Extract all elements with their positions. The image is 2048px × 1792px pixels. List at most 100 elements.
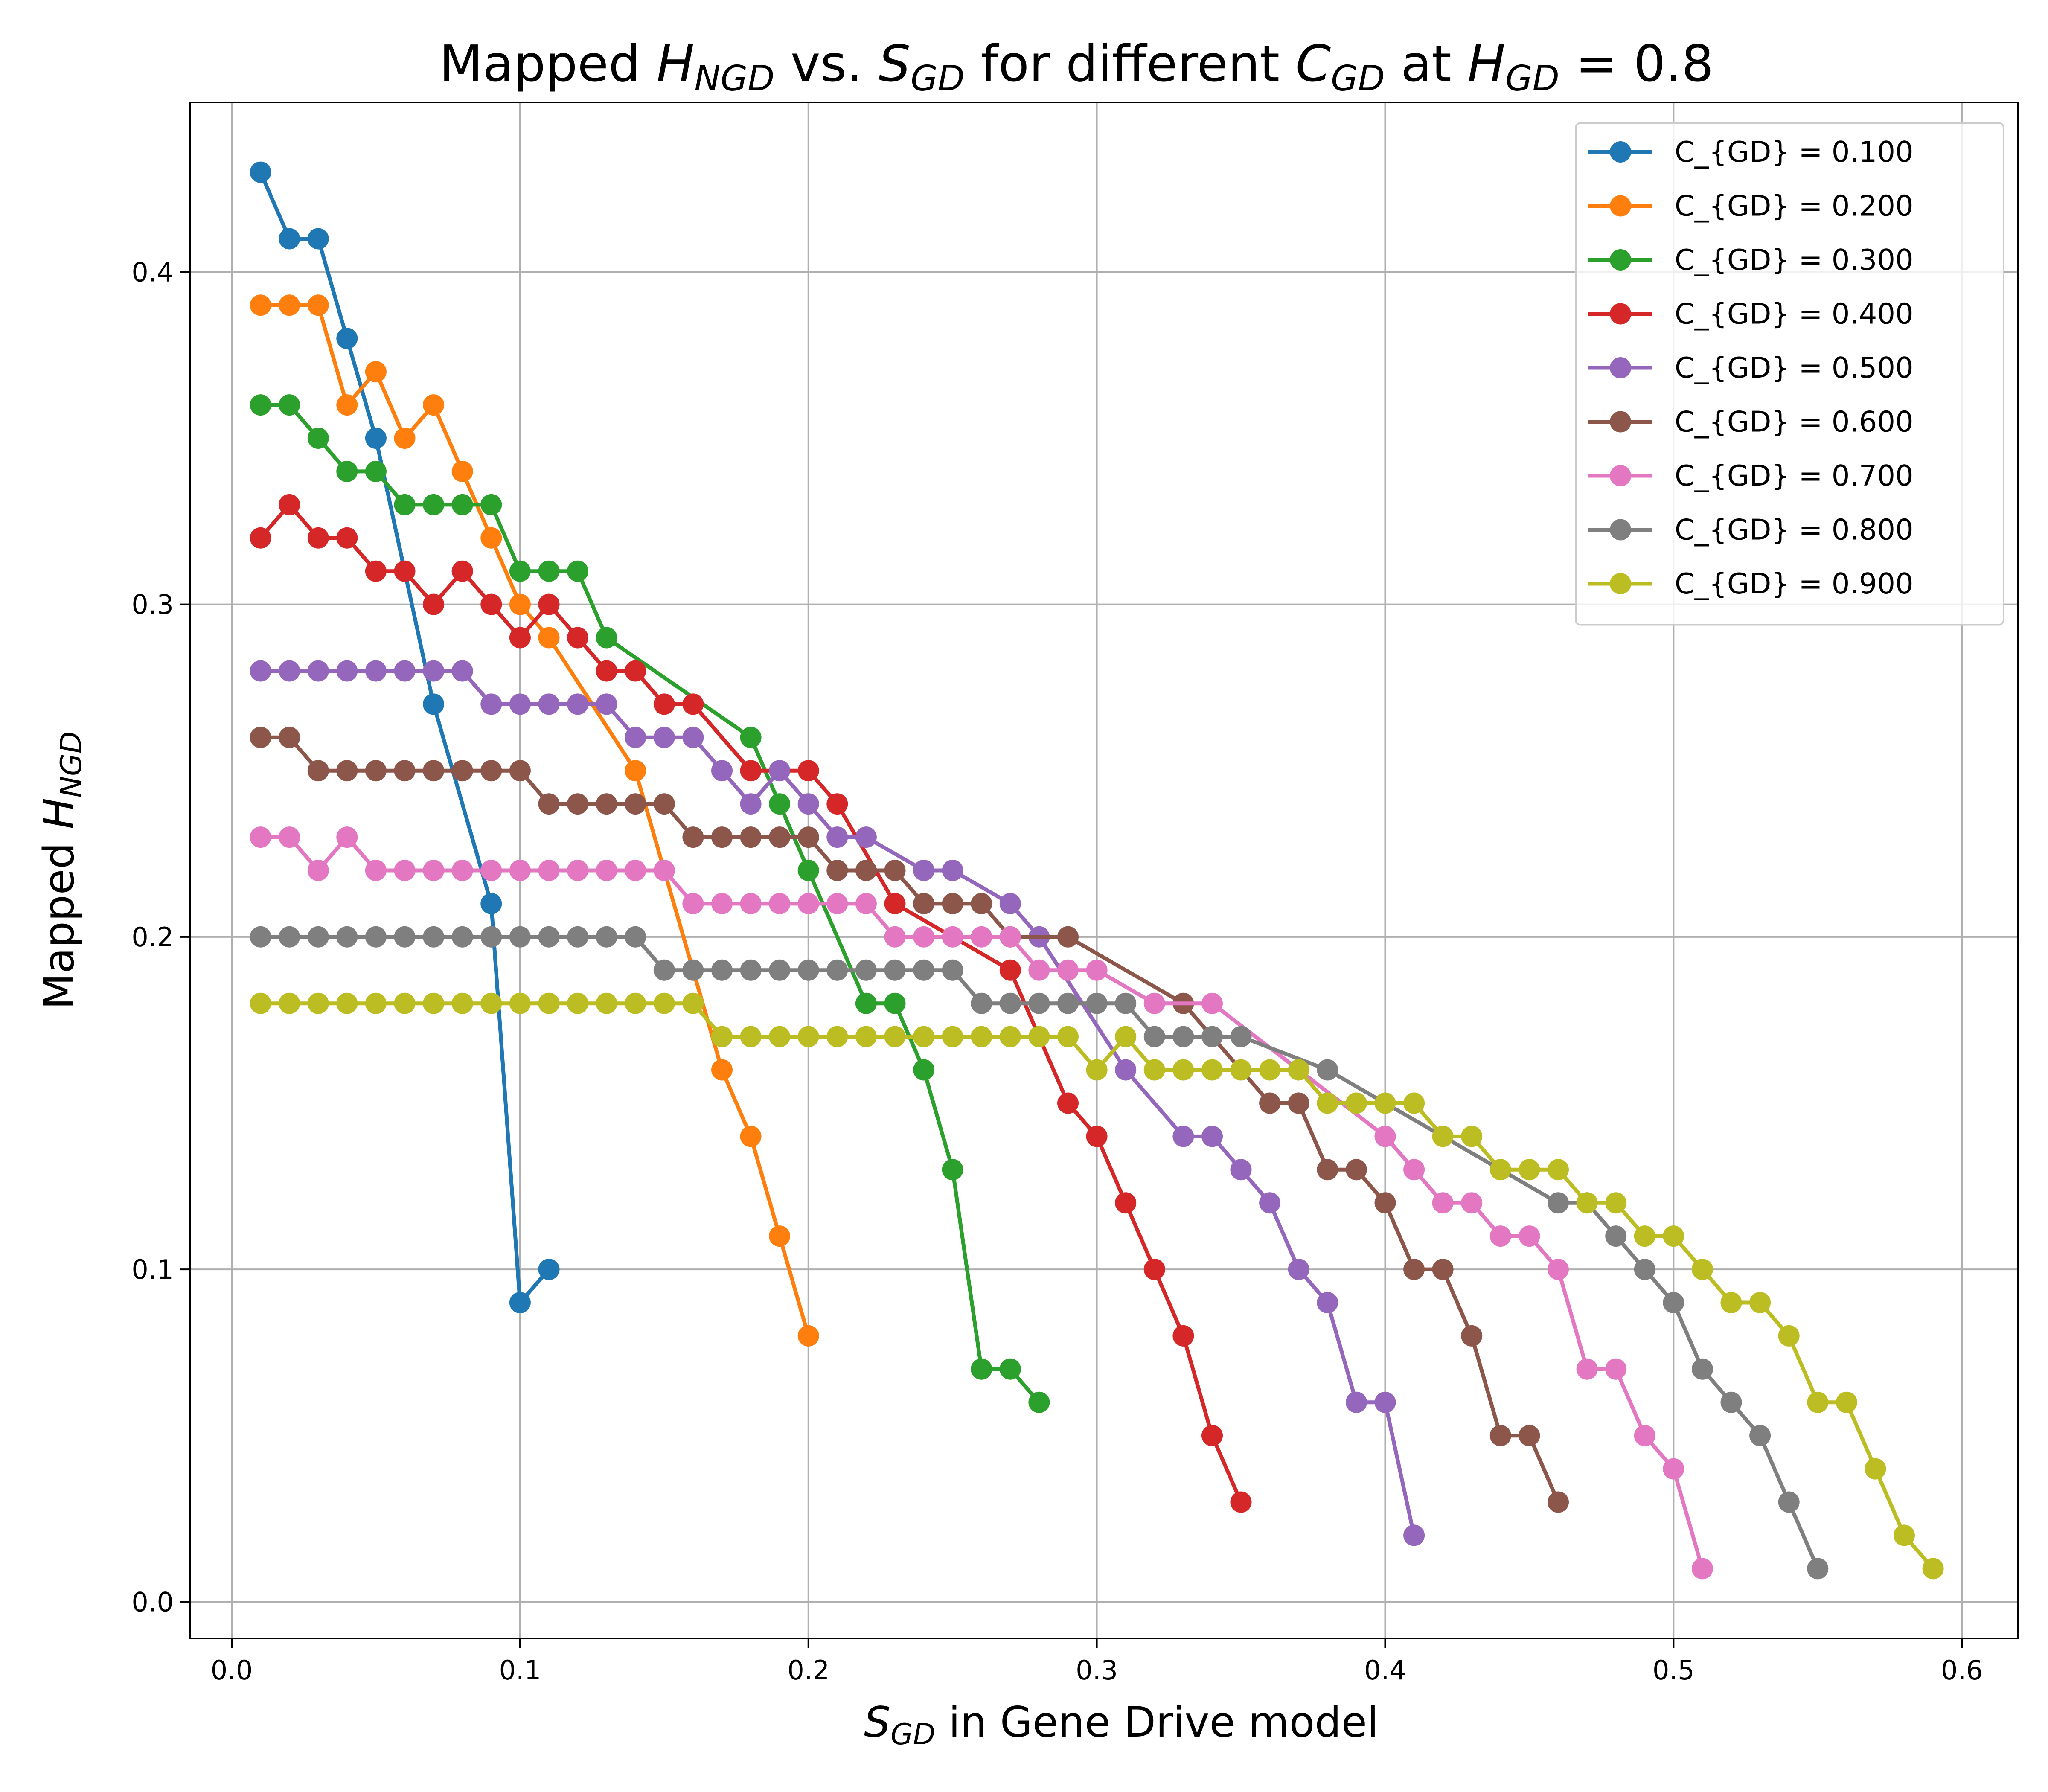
data-point <box>1057 926 1079 948</box>
data-point <box>711 959 733 981</box>
data-point <box>480 760 502 782</box>
data-point <box>1894 1524 1915 1546</box>
data-point <box>250 660 271 682</box>
data-point <box>1057 1092 1079 1114</box>
data-point <box>1201 1059 1223 1081</box>
legend: C_{GD} = 0.100 C_{GD} = 0.200 C_{GD} = 0.3… <box>1575 122 2004 626</box>
data-point <box>365 428 387 449</box>
data-point <box>509 860 531 881</box>
data-point <box>451 660 473 682</box>
data-point <box>740 893 762 914</box>
data-point <box>336 992 358 1014</box>
legend-label: C_{GD} = 0.200 <box>1675 189 1914 223</box>
data-point <box>884 860 906 881</box>
data-point <box>1086 1059 1108 1081</box>
series-9 <box>250 992 1944 1580</box>
data-point <box>451 860 473 881</box>
data-point <box>538 1259 560 1280</box>
legend-label: C_{GD} = 0.400 <box>1675 297 1914 331</box>
data-point <box>596 992 617 1014</box>
legend-label: C_{GD} = 0.300 <box>1675 243 1914 276</box>
data-point <box>797 860 819 881</box>
data-point <box>1057 959 1079 981</box>
data-point <box>307 992 329 1014</box>
data-point <box>279 926 300 948</box>
data-point <box>250 294 271 316</box>
legend-label: C_{GD} = 0.800 <box>1675 513 1914 547</box>
data-point <box>1086 1126 1108 1147</box>
legend-entry: C_{GD} = 0.400 <box>1588 297 1914 331</box>
data-point <box>1548 1192 1569 1214</box>
x-tick-label: 0.5 <box>1652 1655 1695 1686</box>
data-point <box>1143 1026 1165 1047</box>
data-point <box>1461 1192 1483 1214</box>
data-point <box>1086 959 1108 981</box>
data-point <box>279 826 300 848</box>
data-point <box>1691 1558 1713 1580</box>
data-point <box>1519 1159 1540 1181</box>
data-point <box>913 1026 935 1047</box>
series-7 <box>250 826 1713 1580</box>
data-point <box>653 693 675 715</box>
data-point <box>567 560 588 582</box>
data-point <box>336 328 358 349</box>
data-point <box>250 727 271 748</box>
y-axis-label: Mapped HNGD <box>35 731 88 1009</box>
data-point <box>250 527 271 549</box>
series-line <box>260 735 1560 1503</box>
series-8 <box>250 926 1829 1580</box>
legend-entry: C_{GD} = 0.700 <box>1588 459 1914 492</box>
data-point <box>1720 1391 1742 1413</box>
data-point <box>1201 1126 1223 1147</box>
data-point <box>1028 992 1050 1014</box>
series-2 <box>250 294 819 1347</box>
data-point <box>336 660 358 682</box>
data-point <box>999 926 1021 948</box>
legend-marker <box>1610 357 1631 378</box>
data-point <box>942 893 963 914</box>
data-point <box>394 494 416 515</box>
data-point <box>855 860 877 881</box>
data-point <box>480 593 502 615</box>
legend-marker <box>1610 519 1631 541</box>
data-point <box>423 494 445 515</box>
data-point <box>740 1126 762 1147</box>
data-point <box>1115 992 1137 1014</box>
data-point <box>1259 1059 1281 1081</box>
axes-frame <box>189 102 2019 1639</box>
data-point <box>1230 1159 1252 1181</box>
data-point <box>1288 1092 1309 1114</box>
data-point <box>336 826 358 848</box>
data-point <box>423 992 445 1014</box>
data-point <box>1345 1159 1367 1181</box>
data-point <box>1259 1092 1281 1114</box>
data-point <box>971 1026 992 1047</box>
data-point <box>1317 1292 1338 1313</box>
data-point <box>1519 1225 1540 1247</box>
data-point <box>625 660 646 682</box>
legend-entry: C_{GD} = 0.200 <box>1588 189 1914 223</box>
data-point <box>307 428 329 449</box>
data-point <box>999 992 1021 1014</box>
data-point <box>307 860 329 881</box>
data-point <box>509 926 531 948</box>
data-point <box>826 826 848 848</box>
data-point <box>307 926 329 948</box>
data-point <box>1201 1425 1223 1446</box>
data-point <box>1634 1259 1655 1280</box>
data-point <box>625 760 646 782</box>
data-point <box>1634 1225 1655 1247</box>
data-point <box>567 860 588 881</box>
data-point <box>826 959 848 981</box>
data-point <box>538 627 560 649</box>
data-point <box>451 494 473 515</box>
chart-title: Mapped HNGD vs. SGD for different CGD at… <box>439 34 1714 99</box>
data-point <box>1461 1126 1483 1147</box>
y-tick-label: 0.1 <box>131 1254 174 1285</box>
data-point <box>999 893 1021 914</box>
data-point <box>797 826 819 848</box>
data-point <box>740 959 762 981</box>
data-point <box>1230 1026 1252 1047</box>
data-point <box>682 992 704 1014</box>
data-point <box>538 860 560 881</box>
